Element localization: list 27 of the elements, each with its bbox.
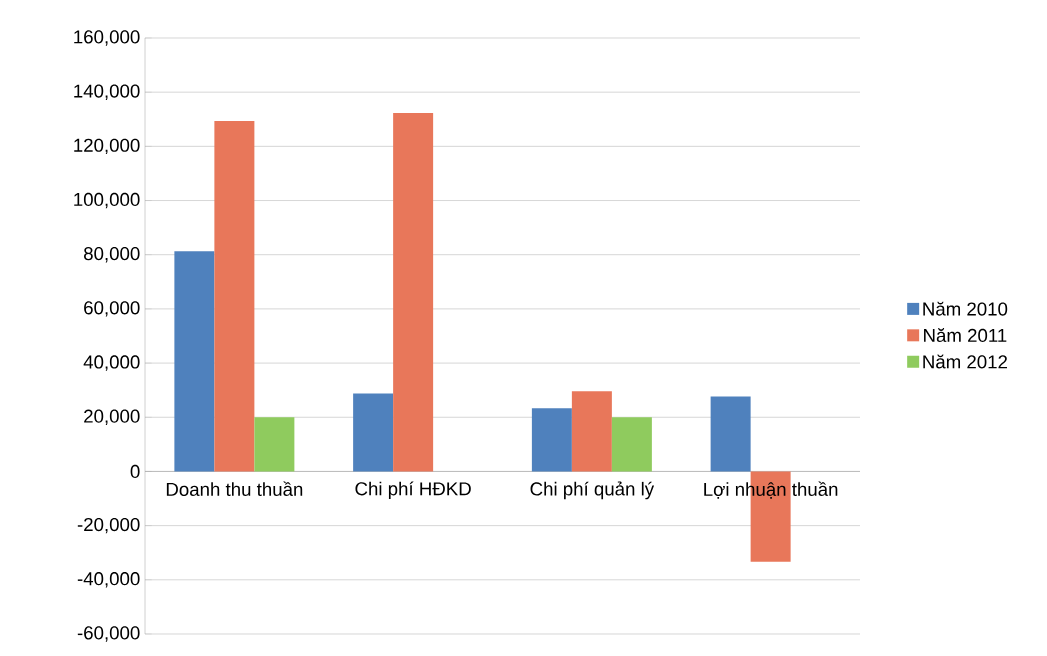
y-tick-label: -20,000 (77, 517, 140, 534)
y-tick-label: -60,000 (77, 626, 140, 642)
y-tick-label: 100,000 (74, 192, 140, 209)
y-tick-label: 40,000 (83, 355, 140, 371)
legend-label: Năm 2010 (923, 301, 1008, 316)
x-tick-label: Doanh thu thuần (166, 481, 303, 497)
legend-label: Năm 2012 (923, 354, 1007, 369)
y-tick-label: 60,000 (84, 301, 140, 317)
x-tick-label: Chi phí quản lý (530, 481, 655, 500)
y-tick-label: 80,000 (84, 246, 140, 263)
y-tick-label: -40,000 (77, 572, 140, 588)
legend-label: Năm 2011 (924, 328, 1007, 343)
y-tick-label: 140,000 (74, 84, 140, 100)
y-tick-label: 0 (130, 464, 140, 479)
y-tick-label: 160,000 (74, 30, 140, 46)
bar (710, 396, 751, 472)
bar (174, 251, 215, 472)
bar (611, 417, 652, 472)
bar (571, 391, 612, 472)
bar (393, 113, 434, 472)
bar (214, 120, 255, 472)
x-tick-label: Chi phí HĐKD (355, 481, 471, 500)
bar (531, 408, 572, 472)
y-tick-label: 20,000 (84, 409, 140, 425)
bar (254, 417, 295, 472)
bar (353, 393, 394, 472)
y-tick-label: 120,000 (74, 138, 140, 155)
